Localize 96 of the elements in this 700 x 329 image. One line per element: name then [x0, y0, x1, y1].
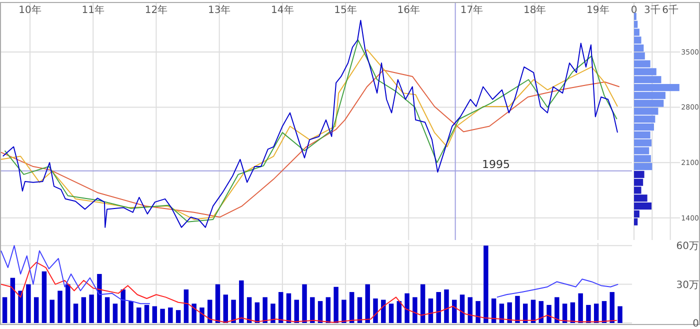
y-tick-label: 60万	[676, 241, 699, 252]
x-tick-label: 10年	[18, 4, 42, 16]
x-tick-label: 14年	[271, 4, 294, 16]
bar	[42, 271, 47, 323]
bar	[538, 301, 544, 323]
bar	[231, 300, 236, 323]
bar	[10, 278, 16, 323]
bar	[468, 297, 473, 323]
x-tick-label: 0	[630, 5, 638, 16]
bar	[112, 304, 118, 323]
bar	[610, 292, 614, 323]
bar	[66, 284, 70, 323]
ref-line-label: 1995	[482, 158, 510, 171]
bar	[81, 297, 86, 323]
bar	[436, 292, 441, 323]
bar	[365, 284, 370, 323]
bar	[357, 297, 362, 323]
bar	[342, 300, 346, 323]
bar	[168, 308, 173, 323]
bar	[73, 304, 78, 323]
bar	[239, 280, 244, 323]
bar	[388, 304, 394, 323]
bar	[404, 293, 410, 323]
bar	[215, 284, 220, 323]
bar	[562, 304, 568, 323]
bar	[396, 301, 402, 323]
bar	[522, 304, 528, 323]
x-tick-label: 15年	[334, 4, 357, 16]
bar	[373, 298, 378, 323]
bar	[97, 274, 102, 323]
bar	[507, 302, 512, 323]
bar	[334, 286, 338, 323]
bar	[262, 297, 268, 323]
bar	[200, 308, 204, 323]
bar	[444, 289, 449, 323]
bar	[554, 297, 560, 323]
bar	[26, 284, 31, 323]
bar	[104, 297, 110, 323]
bar	[128, 301, 134, 323]
x-tick-label: 16年	[397, 4, 420, 16]
bar	[602, 301, 607, 323]
bar	[594, 304, 599, 323]
bar	[2, 297, 8, 323]
bar	[318, 301, 323, 323]
bar	[286, 293, 292, 323]
bar	[18, 290, 23, 323]
bar	[578, 293, 583, 323]
bar	[34, 297, 39, 323]
bar	[152, 306, 158, 323]
x-tick-label: 11年	[82, 4, 104, 16]
bar	[246, 297, 252, 323]
bar	[476, 301, 480, 323]
bar	[420, 284, 426, 323]
bar	[310, 297, 315, 323]
bar	[460, 294, 465, 323]
bar	[428, 298, 434, 323]
bar	[515, 296, 520, 323]
bar	[412, 297, 418, 323]
bar	[499, 304, 504, 323]
bar	[58, 290, 62, 323]
bar	[223, 294, 228, 323]
bar	[381, 300, 386, 323]
y-tick-label: 0	[692, 318, 699, 329]
y-tick-label: 30万	[676, 280, 699, 291]
x-tick-label: 3千	[644, 4, 660, 16]
x-tick-label: 6千	[662, 4, 679, 16]
bar	[294, 300, 299, 323]
bar	[184, 289, 189, 323]
x-tick-label: 12年	[144, 4, 168, 16]
bar	[50, 300, 54, 323]
bar	[136, 308, 142, 323]
bar	[144, 304, 150, 323]
bar	[530, 300, 536, 323]
bar	[491, 298, 496, 323]
bar	[586, 304, 591, 323]
bar	[546, 304, 552, 323]
bar	[160, 308, 165, 323]
bar	[120, 289, 126, 323]
bar	[302, 284, 307, 323]
bar	[89, 294, 94, 323]
x-tick-label: 17年	[460, 4, 484, 16]
bar	[618, 306, 622, 323]
line-series	[0, 262, 618, 323]
x-tick-label: 13年	[208, 4, 231, 16]
bar	[270, 304, 276, 323]
bar	[278, 292, 284, 323]
bar	[176, 310, 181, 323]
bar	[326, 297, 331, 323]
bar	[254, 302, 260, 323]
x-tick-label: 18年	[523, 4, 546, 16]
bar	[484, 246, 488, 323]
x-tick-label: 19年	[586, 4, 610, 16]
bar	[207, 300, 212, 323]
bar	[192, 304, 196, 323]
bar	[349, 292, 354, 323]
bar	[570, 302, 576, 323]
